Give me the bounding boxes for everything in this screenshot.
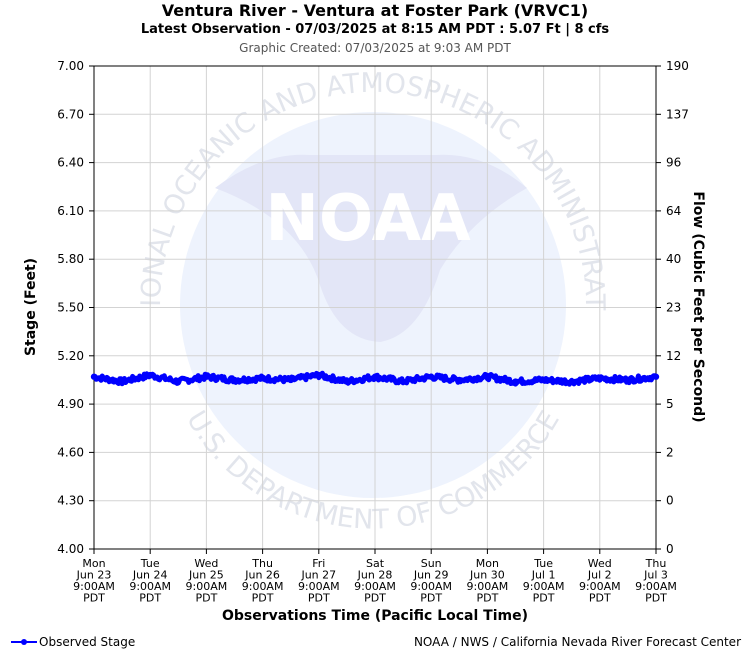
latest-observation: Latest Observation - 07/03/2025 at 8:15 … bbox=[140, 22, 610, 37]
x-tick-label: Fri Jun 27 9:00AM PDT bbox=[298, 557, 340, 605]
data-point bbox=[399, 378, 407, 385]
y-tick-label: 4.60 bbox=[57, 445, 84, 459]
y-axis-label-right: Flow (Cubic Feet per Second) bbox=[690, 191, 706, 422]
y2-tick-label: 0 bbox=[666, 494, 674, 508]
y-tick-label: 6.70 bbox=[57, 107, 84, 121]
data-point bbox=[203, 373, 210, 380]
data-point bbox=[568, 378, 575, 385]
x-tick-label: Sat Jun 28 9:00AM PDT bbox=[354, 557, 396, 605]
series-observed-stage bbox=[90, 370, 660, 387]
x-tick-label: Thu Jun 26 9:00AM PDT bbox=[242, 557, 284, 605]
data-point bbox=[118, 378, 126, 385]
x-tick-label: Tue Jun 24 9:00AM PDT bbox=[129, 557, 171, 605]
data-point bbox=[371, 373, 379, 380]
data-point bbox=[259, 375, 266, 382]
noaa-logo-bird bbox=[215, 154, 527, 342]
data-point bbox=[287, 376, 294, 384]
y2-tick-label: 64 bbox=[666, 204, 681, 218]
y2-tick-label: 5 bbox=[666, 397, 674, 411]
footer-credit: NOAA / NWS / California Nevada River For… bbox=[413, 635, 741, 649]
y-tick-label: 4.30 bbox=[57, 494, 84, 508]
y2-tick-label: 0 bbox=[666, 542, 674, 556]
y-tick-label: 6.40 bbox=[57, 156, 84, 170]
graphic-created: Graphic Created: 07/03/2025 at 9:03 AM P… bbox=[239, 41, 511, 55]
legend-label-observed-stage: Observed Stage bbox=[39, 635, 136, 649]
data-point bbox=[540, 376, 547, 384]
y2-tick-label: 137 bbox=[666, 107, 689, 121]
data-point bbox=[596, 375, 603, 382]
grid-lines bbox=[93, 65, 657, 550]
y-tick-label: 4.90 bbox=[57, 397, 84, 411]
noaa-watermark: NOAA NATIONAL OCEANIC AND ATMOSPHERIC AD… bbox=[0, 0, 610, 536]
data-point bbox=[90, 373, 98, 380]
y2-tick-label: 2 bbox=[666, 445, 674, 459]
data-point bbox=[456, 376, 463, 384]
data-point bbox=[624, 376, 632, 384]
data-point bbox=[343, 378, 351, 385]
x-axis: Mon Jun 23 9:00AM PDT Tue Jun 24 9:00AM PDT Wed J… bbox=[73, 549, 677, 605]
x-tick-label: Sun Jun 29 9:00AM PDT bbox=[410, 557, 452, 605]
y-tick-label: 7.00 bbox=[57, 59, 84, 73]
y2-tick-label: 96 bbox=[666, 156, 681, 170]
chart-title: Ventura River - Ventura at Foster Park (… bbox=[161, 1, 589, 20]
y-tick-label: 5.20 bbox=[57, 349, 84, 363]
data-point bbox=[231, 376, 238, 384]
data-point bbox=[175, 378, 182, 385]
y-tick-label: 6.10 bbox=[57, 204, 84, 218]
legend-swatch-observed-stage bbox=[11, 639, 37, 645]
y-axis-left: 7.00 6.70 6.40 6.10 5.80 5.50 5.20 4.90 4.60 4.30… bbox=[57, 59, 94, 556]
y2-tick-label: 12 bbox=[666, 349, 681, 363]
data-point bbox=[428, 373, 435, 380]
data-point bbox=[147, 371, 154, 379]
x-tick-label: Mon Jun 23 9:00AM PDT bbox=[73, 557, 115, 605]
y2-tick-label: 190 bbox=[666, 59, 689, 73]
y-axis-label-left: Stage (Feet) bbox=[23, 258, 39, 356]
data-point bbox=[512, 378, 519, 385]
noaa-logo-text: NOAA bbox=[265, 182, 471, 256]
x-tick-label: Wed Jun 25 9:00AM PDT bbox=[186, 557, 228, 605]
data-point bbox=[652, 373, 660, 380]
x-tick-label: Tue Jul 1 9:00AM PDT bbox=[523, 557, 565, 605]
y-axis-right: 190 137 96 64 40 23 12 5 2 0 0 bbox=[656, 59, 689, 556]
y-tick-label: 4.00 bbox=[57, 542, 84, 556]
y-tick-label: 5.50 bbox=[57, 301, 84, 315]
y-tick-label: 5.80 bbox=[57, 252, 84, 266]
y2-tick-label: 23 bbox=[666, 301, 681, 315]
x-tick-label: Thu Jul 3 9:00AM PDT bbox=[635, 557, 677, 605]
data-point bbox=[484, 373, 491, 380]
legend: Observed Stage bbox=[11, 634, 135, 650]
x-axis-label: Observations Time (Pacific Local Time) bbox=[222, 608, 528, 624]
x-tick-label: Wed Jul 2 9:00AM PDT bbox=[579, 557, 621, 605]
y2-tick-label: 40 bbox=[666, 252, 681, 266]
x-tick-label: Mon Jun 30 9:00AM PDT bbox=[467, 557, 509, 605]
data-point bbox=[315, 371, 322, 379]
